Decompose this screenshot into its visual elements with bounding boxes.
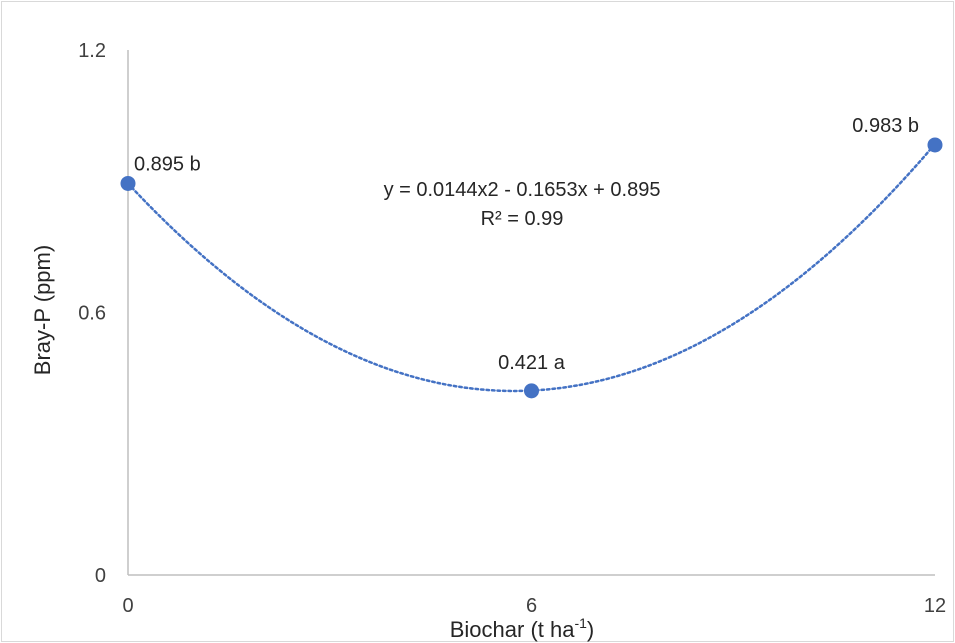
x-tick-label: 6	[526, 595, 537, 617]
x-tick-label: 12	[924, 595, 946, 617]
y-tick-label: 1.2	[78, 40, 106, 62]
data-label: 0.895 b	[134, 153, 201, 175]
data-label: 0.421 a	[498, 352, 566, 374]
data-point	[524, 383, 539, 399]
data-label: 0.983 b	[852, 115, 919, 137]
y-axis-title: Bray-P (ppm)	[30, 245, 55, 375]
trendline-equation: y = 0.0144x2 - 0.1653x + 0.895	[384, 179, 661, 201]
x-axis-title-close: )	[587, 617, 594, 642]
data-point	[120, 175, 136, 191]
x-axis-title: Biochar (t ha-1)	[450, 615, 595, 642]
x-axis-title-text: Biochar (t ha	[450, 617, 575, 642]
x-axis-title-superscript: -1	[574, 615, 587, 631]
data-point	[927, 137, 943, 153]
y-tick-label: 0.6	[78, 303, 106, 325]
x-tick-label: 0	[122, 595, 133, 617]
r-squared-label: R² = 0.99	[481, 208, 564, 230]
y-tick-label: 0	[95, 565, 106, 587]
